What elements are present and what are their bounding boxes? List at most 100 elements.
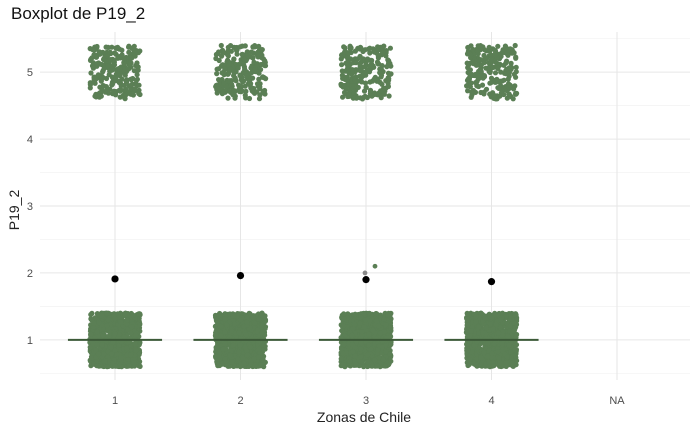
data-point [129, 55, 135, 61]
data-point [371, 49, 377, 55]
data-point [90, 324, 97, 330]
data-point [226, 88, 232, 94]
y-tick-label: 2 [27, 268, 33, 280]
data-point [364, 94, 370, 101]
data-point [261, 314, 268, 320]
data-point [369, 93, 375, 99]
data-point [260, 74, 266, 80]
data-point [361, 364, 367, 370]
data-point [119, 364, 125, 370]
data-point [365, 46, 371, 52]
data-point [358, 346, 364, 352]
data-point [351, 90, 357, 97]
data-point [377, 70, 383, 76]
data-point [255, 327, 261, 333]
data-point [512, 42, 518, 49]
data-point [373, 318, 380, 324]
data-point [497, 360, 503, 366]
data-point [225, 48, 231, 54]
data-point [244, 319, 250, 325]
data-point [230, 342, 236, 348]
data-point [349, 69, 356, 75]
data-point [345, 59, 351, 65]
data-point [481, 90, 487, 96]
data-point [118, 355, 124, 361]
data-point [503, 71, 509, 77]
data-point [95, 351, 102, 357]
data-point [130, 46, 136, 52]
data-point [344, 77, 350, 83]
data-point [96, 49, 102, 55]
data-point [137, 322, 143, 328]
data-point [101, 351, 107, 357]
data-point [383, 349, 389, 355]
data-point [510, 96, 516, 102]
data-point [93, 347, 99, 353]
data-point [112, 78, 118, 84]
data-point [385, 80, 391, 86]
data-point [90, 341, 96, 347]
data-point [503, 363, 509, 369]
data-point [359, 329, 365, 335]
data-point [350, 85, 356, 92]
data-point [239, 51, 245, 58]
data-point [237, 342, 243, 348]
data-point [87, 57, 94, 64]
data-point [244, 352, 250, 358]
outlier-points [362, 263, 378, 276]
data-point [87, 85, 93, 91]
data-point [503, 313, 509, 319]
data-point [88, 312, 94, 318]
data-point [350, 349, 356, 355]
data-point [512, 311, 518, 318]
data-point [380, 357, 387, 363]
data-point [137, 48, 143, 54]
data-point [232, 330, 239, 336]
data-point [91, 52, 97, 58]
data-point [99, 75, 105, 82]
data-point [504, 354, 510, 360]
x-tick-label: 3 [363, 395, 369, 407]
data-point [388, 71, 394, 77]
data-point [379, 344, 385, 350]
data-point [213, 344, 219, 351]
data-point [339, 328, 345, 334]
data-point [125, 66, 131, 72]
data-point [489, 350, 495, 356]
data-point [487, 321, 493, 327]
data-point [349, 332, 355, 338]
data-point [362, 317, 369, 323]
data-point [244, 314, 250, 320]
data-point [347, 358, 353, 364]
data-point [473, 319, 479, 325]
data-point [116, 79, 122, 85]
data-point [129, 324, 135, 330]
data-point [241, 62, 247, 68]
mean-point [236, 272, 245, 280]
data-point [367, 63, 373, 69]
data-point [259, 52, 265, 58]
data-point [256, 43, 262, 50]
data-point [370, 363, 376, 369]
data-point [256, 76, 262, 82]
y-axis-label: P19_2 [6, 190, 22, 231]
data-point [99, 342, 105, 348]
data-point [506, 91, 512, 97]
data-point [349, 342, 356, 348]
data-point [108, 351, 115, 357]
data-point [467, 356, 473, 363]
data-point [232, 321, 238, 327]
data-point [218, 312, 224, 318]
data-point [91, 74, 97, 80]
data-point [259, 329, 265, 335]
data-point [102, 358, 108, 364]
data-point [495, 77, 501, 84]
data-point [361, 310, 367, 316]
data-point [505, 52, 511, 58]
data-point [495, 349, 501, 355]
data-point [92, 93, 98, 99]
data-point [240, 355, 246, 361]
data-point [471, 59, 477, 65]
data-point [489, 315, 495, 321]
data-point [135, 67, 141, 73]
